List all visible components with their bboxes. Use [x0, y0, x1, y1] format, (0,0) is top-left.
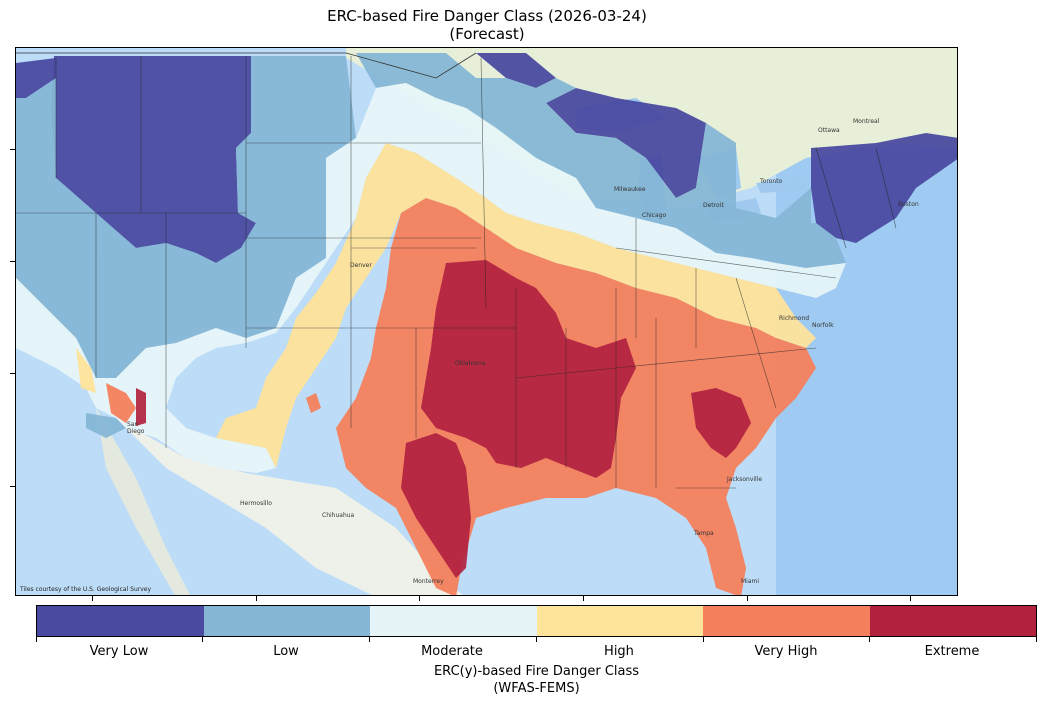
- place-label: Detroit: [703, 202, 724, 209]
- place-label: Montreal: [853, 118, 880, 125]
- place-label: Jacksonville: [727, 476, 763, 483]
- y-axis-tick: [10, 149, 15, 150]
- x-axis-tick: [910, 596, 911, 601]
- legend-label-very-high: Very High: [754, 644, 818, 659]
- x-axis-tick: [256, 596, 257, 601]
- map-title-line1: ERC-based Fire Danger Class (2026-03-24): [327, 7, 647, 25]
- place-label: Boston: [898, 201, 919, 208]
- place-label: Denver: [350, 262, 372, 269]
- colorbar-very-low: [37, 606, 204, 636]
- x-axis-tick: [583, 596, 584, 601]
- class-moderate-zones: [16, 83, 846, 473]
- place-label: Chihuahua: [322, 512, 355, 519]
- colorbar-low: [203, 606, 370, 636]
- fire-danger-map: [16, 48, 957, 595]
- y-axis-tick: [10, 261, 15, 262]
- legend-label-low: Low: [273, 644, 299, 659]
- colorbar-extreme: [869, 606, 1036, 636]
- legend-label-extreme: Extreme: [924, 644, 980, 659]
- colorbar-tick: [36, 637, 37, 642]
- us-canada-border: [16, 52, 477, 79]
- place-label: Richmond: [779, 315, 810, 322]
- class-very-low-zones: [16, 53, 957, 263]
- place-label: Norfolk: [812, 322, 834, 329]
- colorbar-tick: [703, 637, 704, 642]
- colorbar-title-line2: (WFAS-FEMS): [493, 681, 580, 696]
- y-axis-tick: [10, 486, 15, 487]
- legend-label-moderate: Moderate: [421, 644, 483, 659]
- place-label: Hermosillo: [240, 500, 272, 507]
- place-label: Milwaukee: [614, 186, 646, 193]
- place-label: Oklahoma: [455, 360, 486, 367]
- tile-credit: Tiles courtesy of the U.S. Geological Su…: [20, 586, 152, 593]
- class-low-zones: [16, 53, 846, 438]
- legend-label-high: High: [604, 644, 634, 659]
- class-high-zones: [76, 143, 816, 468]
- map-title: ERC-based Fire Danger Class (2026-03-24)…: [0, 7, 974, 43]
- class-extreme-zones: [136, 260, 751, 578]
- place-label: Toronto: [760, 178, 783, 185]
- place-label: Miami: [741, 578, 760, 585]
- place-label: Monterrey: [413, 578, 444, 585]
- colorbar-high: [536, 606, 703, 636]
- state-boundaries: [16, 56, 897, 489]
- x-axis-tick: [419, 596, 420, 601]
- colorbar-very-high: [703, 606, 870, 636]
- place-label: San Diego: [127, 421, 145, 435]
- colorbar-tick: [369, 637, 370, 642]
- place-label: Chicago: [642, 212, 667, 219]
- place-label: Tampa: [694, 530, 714, 537]
- colorbar-tick: [202, 637, 203, 642]
- colorbar-tick: [869, 637, 870, 642]
- colorbar-moderate: [370, 606, 537, 636]
- map-panel[interactable]: Tiles courtesy of the U.S. Geological Su…: [15, 47, 958, 596]
- colorbar: [36, 605, 1037, 637]
- colorbar-title-line1: ERC(y)-based Fire Danger Class: [433, 664, 640, 679]
- x-axis-tick: [747, 596, 748, 601]
- colorbar-title: ERC(y)-based Fire Danger Class (WFAS-FEM…: [36, 663, 1037, 697]
- baja-peninsula: [96, 408, 190, 595]
- colorbar-tick: [536, 637, 537, 642]
- legend-label-very-low: Very Low: [89, 644, 149, 659]
- x-axis-tick: [92, 596, 93, 601]
- place-label: Ottawa: [818, 127, 840, 134]
- lake-ontario: [756, 178, 806, 193]
- map-title-line2: (Forecast): [449, 25, 525, 43]
- y-axis-tick: [10, 373, 15, 374]
- colorbar-tick: [1036, 637, 1037, 642]
